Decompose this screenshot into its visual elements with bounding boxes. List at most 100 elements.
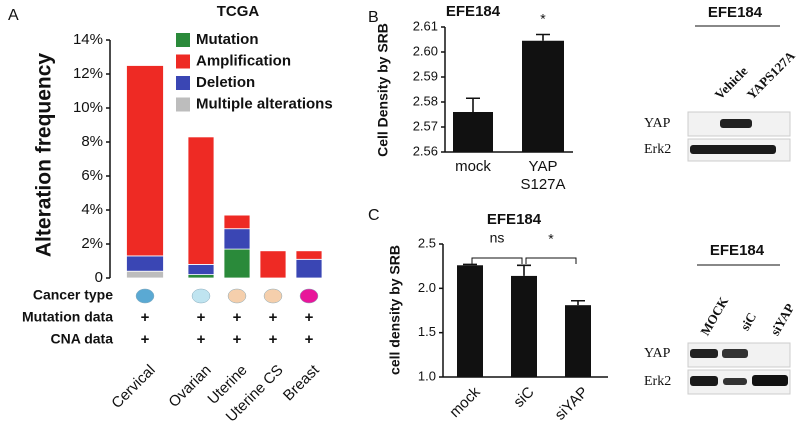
- y-tick-label: 2.56: [413, 143, 438, 158]
- band: [720, 119, 752, 128]
- y-tick-label: 6%: [81, 167, 103, 184]
- bar-segment: [223, 248, 251, 279]
- y-tick-label: 2.59: [413, 68, 438, 83]
- table-cell: +: [305, 331, 314, 348]
- y-tick-label: 1.5: [418, 324, 436, 339]
- bracket: [525, 257, 577, 264]
- y-tick-label: 2%: [81, 235, 103, 252]
- annotation: *: [540, 11, 546, 27]
- x-tick-label: mock: [446, 383, 484, 421]
- bar-segment: [295, 250, 323, 260]
- annotation: *: [548, 231, 554, 247]
- bar-segment: [223, 228, 251, 250]
- y-tick-label: 14%: [73, 31, 103, 48]
- bar-segment: [126, 255, 164, 272]
- legend-label: Mutation: [196, 31, 258, 48]
- x-tick-label: siYAP: [552, 384, 592, 424]
- y-tick-label: 10%: [73, 99, 103, 116]
- y-axis-label: Cell Density by SRB: [375, 23, 391, 157]
- y-tick-label: 8%: [81, 133, 103, 150]
- table-cell: +: [269, 309, 278, 326]
- x-tick-label: Cervical: [108, 362, 158, 412]
- blot: EFE184 Vehicle YAPS127A YAP Erk2: [644, 4, 799, 162]
- legend-label: Multiple alterations: [196, 95, 333, 112]
- row-label: Mutation data: [22, 309, 113, 325]
- band: [752, 375, 788, 386]
- chart-title: EFE184: [446, 3, 501, 20]
- band: [723, 378, 747, 385]
- table-cell: +: [197, 309, 206, 326]
- y-axis-label: Alteration frequency: [33, 53, 56, 258]
- bar-segment: [187, 136, 215, 265]
- blot-title: EFE184: [710, 242, 765, 259]
- x-tick-label: YAP S127A: [520, 158, 566, 193]
- row-label: YAP: [644, 346, 671, 361]
- cancer-type-dot: [135, 288, 155, 304]
- chart-title: EFE184: [487, 211, 542, 228]
- panel-label: C: [368, 207, 380, 224]
- y-tick-label: 2.60: [413, 43, 438, 58]
- y-tick-label: 12%: [73, 65, 103, 82]
- x-tick-label-box: YAP S127A: [520, 158, 566, 193]
- blot-strip: [687, 111, 791, 137]
- table-cell: +: [197, 331, 206, 348]
- band: [690, 376, 718, 386]
- table-cell: +: [269, 331, 278, 348]
- legend-label: Deletion: [196, 74, 255, 91]
- bar: [453, 112, 493, 152]
- legend-swatch: [176, 54, 190, 69]
- bracket: [471, 257, 523, 264]
- y-tick-label: 1.0: [418, 368, 436, 383]
- lane-label: MOCK: [697, 293, 731, 338]
- cancer-type-dot: [299, 288, 319, 304]
- y-tick-label: 2.61: [413, 18, 438, 33]
- table-cell: +: [141, 309, 150, 326]
- blot-title: EFE184: [708, 4, 763, 21]
- row-label: Cancer type: [33, 287, 113, 303]
- band: [690, 349, 718, 358]
- table-cell: +: [305, 309, 314, 326]
- table-cell: +: [141, 331, 150, 348]
- y-tick-label: 2.57: [413, 118, 438, 133]
- x-tick-label: Breast: [280, 361, 323, 404]
- bar: [565, 305, 591, 377]
- cancer-type-dot: [263, 288, 283, 304]
- row-label: YAP: [644, 116, 671, 131]
- error-bar: [571, 299, 585, 306]
- band: [690, 145, 776, 154]
- bar-segment: [126, 65, 164, 257]
- error-bar: [536, 33, 550, 41]
- x-tick-label: siC: [510, 384, 537, 411]
- y-tick-label: 2.58: [413, 93, 438, 108]
- bar-segment: [126, 270, 164, 279]
- legend-label: Amplification: [196, 52, 291, 69]
- chart-title: TCGA: [217, 3, 260, 20]
- bar: [457, 265, 483, 377]
- table-cell: +: [233, 309, 242, 326]
- lane-label: YAPS127A: [744, 48, 799, 103]
- y-tick-label: 2.0: [418, 280, 436, 295]
- panel-label: B: [368, 9, 379, 26]
- bar-segment: [259, 250, 287, 279]
- bar-segment: [187, 263, 215, 275]
- y-tick-label: 0: [95, 269, 103, 286]
- error-bar: [517, 264, 531, 276]
- bar-segment: [295, 258, 323, 279]
- blot: EFE184 MOCK siC siYAP YAP Erk2: [644, 242, 797, 395]
- legend-swatch: [176, 33, 190, 47]
- table-cell: +: [233, 331, 242, 348]
- cancer-type-dot: [191, 288, 211, 304]
- x-tick-label-box: mock: [455, 158, 491, 175]
- bar: [522, 40, 564, 152]
- lane-label: siC: [737, 310, 759, 333]
- y-axis-label: cell density by SRB: [387, 245, 403, 375]
- row-label: Erk2: [644, 374, 671, 389]
- legend-swatch: [176, 76, 190, 90]
- bar-segment: [223, 214, 251, 230]
- x-tick-label: Ovarian: [165, 362, 214, 411]
- lane-label: siYAP: [767, 301, 797, 338]
- bar: [511, 275, 537, 377]
- band: [722, 349, 748, 358]
